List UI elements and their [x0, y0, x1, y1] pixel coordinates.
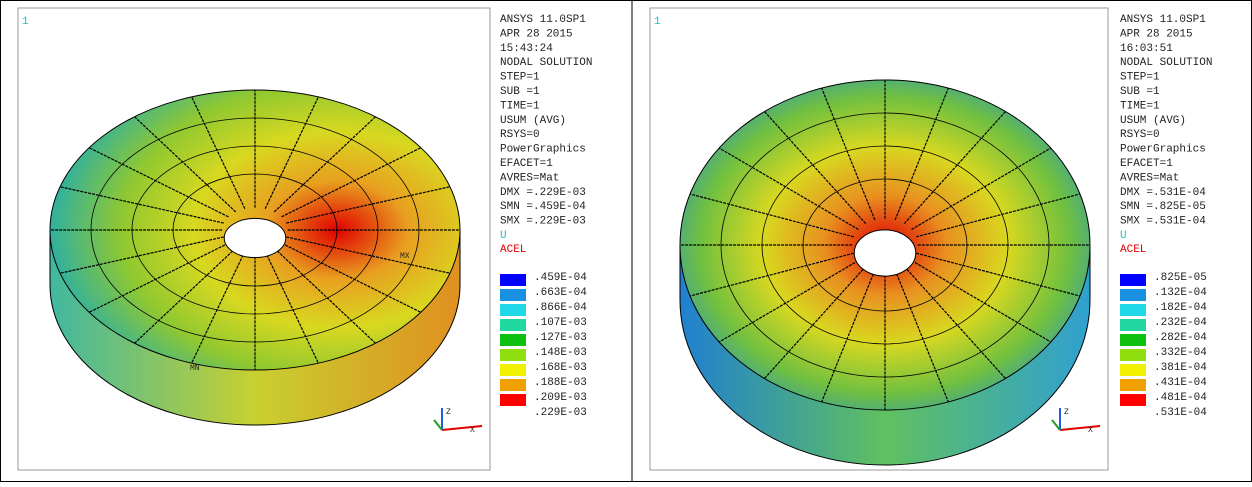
- legend-label: .182E-04: [1154, 302, 1207, 314]
- info-line: ANSYS 11.0SP1: [500, 14, 586, 26]
- info-line: SMX =.531E-04: [1120, 216, 1206, 228]
- legend-swatch: [500, 319, 526, 331]
- legend-label: .282E-04: [1154, 332, 1207, 344]
- legend-label: .663E-04: [534, 287, 587, 299]
- legend-swatch: [500, 349, 526, 361]
- acel-label: ACEL: [1120, 244, 1146, 256]
- info-line: TIME=1: [1120, 100, 1160, 112]
- legend-label: .148E-03: [534, 347, 587, 359]
- legend-swatch: [1120, 274, 1146, 286]
- legend-label: .332E-04: [1154, 347, 1207, 359]
- legend-label: .188E-03: [534, 377, 587, 389]
- model-label: MN: [190, 364, 200, 373]
- legend-swatch: [500, 394, 526, 406]
- legend-swatch: [1120, 334, 1146, 346]
- info-line: NODAL SOLUTION: [1120, 57, 1212, 69]
- info-line: USUM (AVG): [500, 115, 566, 127]
- legend-swatch: [500, 304, 526, 316]
- legend-label: .127E-03: [534, 332, 587, 344]
- u-label: U: [500, 230, 507, 242]
- legend-label: .481E-04: [1154, 392, 1207, 404]
- legend-swatch: [1120, 364, 1146, 376]
- legend-label: .107E-03: [534, 317, 587, 329]
- legend-swatch: [1120, 289, 1146, 301]
- info-line: NODAL SOLUTION: [500, 57, 592, 69]
- legend-label: .381E-04: [1154, 362, 1207, 374]
- info-line: SMN =.825E-05: [1120, 201, 1206, 213]
- acel-label: ACEL: [500, 244, 526, 256]
- legend-swatch: [500, 364, 526, 376]
- legend-swatch: [500, 289, 526, 301]
- info-line: SUB =1: [500, 86, 540, 98]
- legend-label: .232E-04: [1154, 317, 1207, 329]
- info-line: RSYS=0: [500, 129, 540, 141]
- info-line: STEP=1: [500, 72, 540, 84]
- info-line: USUM (AVG): [1120, 115, 1186, 127]
- info-line: TIME=1: [500, 100, 540, 112]
- triad-label: X: [470, 426, 475, 435]
- info-line: STEP=1: [1120, 72, 1160, 84]
- info-line: DMX =.229E-03: [500, 187, 586, 199]
- window-number: 1: [654, 16, 661, 28]
- screenshot: 1 MX MN Z X ANSYS 11.0SP1 APR 28 2015 15:43:24 N…: [0, 0, 1252, 482]
- legend-swatch: [1120, 379, 1146, 391]
- info-line: SMN =.459E-04: [500, 201, 586, 213]
- legend-swatch: [1120, 304, 1146, 316]
- info-line: APR 28 2015: [500, 28, 573, 40]
- legend-label: .431E-04: [1154, 377, 1207, 389]
- legend-label: .531E-04: [1154, 407, 1207, 419]
- info-line: AVRES=Mat: [500, 172, 559, 184]
- legend-label: .459E-04: [534, 272, 587, 284]
- legend-swatch: [500, 274, 526, 286]
- u-label: U: [1120, 230, 1127, 242]
- legend-swatch: [1120, 319, 1146, 331]
- info-line: RSYS=0: [1120, 129, 1160, 141]
- window-number: 1: [22, 16, 29, 28]
- legend-swatch: [1120, 349, 1146, 361]
- legend-swatch: [500, 379, 526, 391]
- info-line: DMX =.531E-04: [1120, 187, 1206, 199]
- info-line: AVRES=Mat: [1120, 172, 1179, 184]
- info-line: APR 28 2015: [1120, 28, 1193, 40]
- triad-label: Z: [1064, 408, 1069, 417]
- legend-label: .209E-03: [534, 392, 587, 404]
- model-hole: [854, 230, 916, 276]
- legend-swatch: [1120, 394, 1146, 406]
- legend-swatch: [500, 334, 526, 346]
- info-line: PowerGraphics: [1120, 144, 1206, 156]
- info-line: PowerGraphics: [500, 144, 586, 156]
- info-line: 15:43:24: [500, 43, 553, 55]
- legend-label: .229E-03: [534, 407, 587, 419]
- info-line: ANSYS 11.0SP1: [1120, 14, 1206, 26]
- triad-label: X: [1088, 426, 1093, 435]
- info-line: EFACET=1: [500, 158, 553, 170]
- triad-label: Z: [446, 408, 451, 417]
- legend-label: .866E-04: [534, 302, 587, 314]
- model-hole: [224, 218, 286, 257]
- info-line: 16:03:51: [1120, 43, 1173, 55]
- legend-label: .825E-05: [1154, 272, 1207, 284]
- legend-label: .132E-04: [1154, 287, 1207, 299]
- info-line: SMX =.229E-03: [500, 216, 586, 228]
- model-label: MX: [400, 252, 410, 261]
- info-line: SUB =1: [1120, 86, 1160, 98]
- info-line: EFACET=1: [1120, 158, 1173, 170]
- legend-label: .168E-03: [534, 362, 587, 374]
